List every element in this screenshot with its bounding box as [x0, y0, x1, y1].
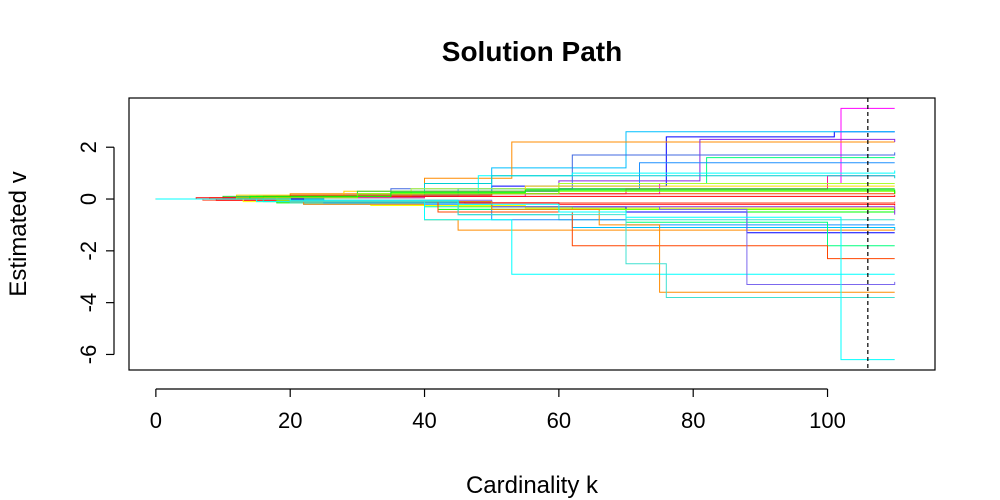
y-tick-label: 0 [76, 193, 101, 205]
series-line-18 [155, 189, 896, 200]
y-axis-label: Estimated v [5, 171, 32, 296]
x-axis: 0 20 40 60 80 100 [150, 388, 846, 433]
y-tick-label: -6 [76, 345, 101, 365]
x-tick-label: 60 [547, 408, 571, 433]
x-tick-label: 100 [809, 408, 846, 433]
y-tick-label: 2 [76, 141, 101, 153]
y-axis: -6 -4 -2 0 2 [76, 141, 115, 365]
x-tick-label: 40 [412, 408, 436, 433]
x-tick-label: 80 [681, 408, 705, 433]
series-line-37 [155, 198, 895, 361]
chart-title: Solution Path [442, 36, 622, 67]
plot-frame [128, 97, 936, 371]
series-line-33 [155, 198, 895, 275]
x-tick-label: 0 [150, 408, 162, 433]
series-line-1 [155, 107, 895, 200]
x-axis-label: Cardinality k [466, 472, 599, 499]
y-tick-label: -2 [76, 241, 101, 261]
series-line-19 [155, 198, 896, 204]
x-tick-label: 20 [278, 408, 302, 433]
series-line-36 [155, 198, 895, 298]
y-tick-label: -4 [76, 293, 101, 313]
series-layer [155, 107, 896, 361]
